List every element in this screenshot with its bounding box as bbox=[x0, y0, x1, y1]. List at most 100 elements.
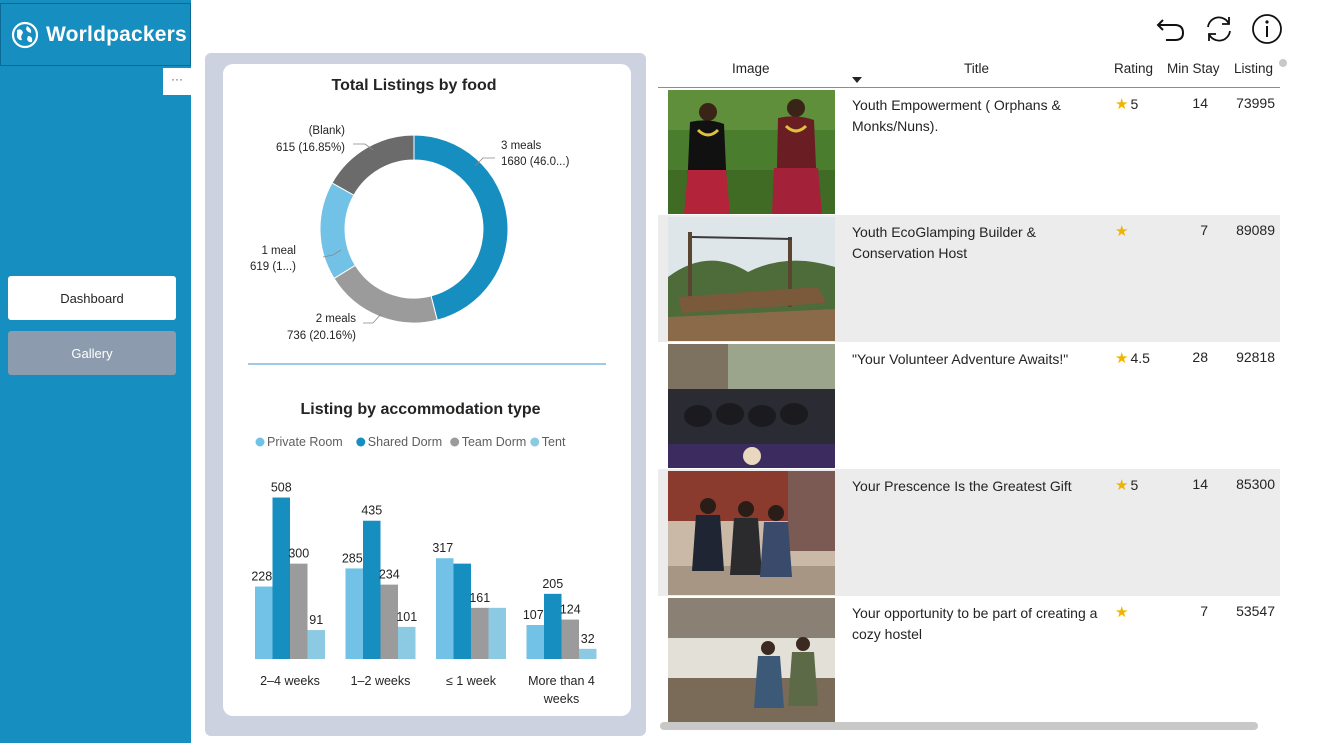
bar[interactable] bbox=[345, 568, 364, 659]
listing-id: 92818 bbox=[1236, 349, 1275, 365]
bar[interactable] bbox=[307, 630, 326, 659]
chart-divider bbox=[248, 363, 606, 365]
listing-min-stay: 14 bbox=[1192, 476, 1208, 492]
legend-marker[interactable] bbox=[530, 437, 540, 447]
slice-label-2-meals: 2 meals bbox=[316, 313, 357, 325]
listing-thumbnail[interactable] bbox=[668, 471, 835, 595]
bar-data-label: 435 bbox=[361, 504, 382, 518]
rating-value: 5 bbox=[1130, 477, 1139, 493]
app-logo: Worldpackers bbox=[0, 3, 191, 66]
bar-data-label: 107 bbox=[523, 608, 544, 622]
listing-thumbnail[interactable] bbox=[668, 344, 835, 468]
sidebar: Worldpackers ··· Dashboard Gallery bbox=[0, 0, 191, 743]
horizontal-scrollbar[interactable] bbox=[660, 722, 1258, 730]
sort-descending-icon[interactable] bbox=[852, 77, 862, 83]
legend-marker[interactable] bbox=[356, 437, 366, 447]
bar-data-label: 508 bbox=[271, 481, 292, 495]
bar-data-label: 234 bbox=[379, 568, 400, 582]
bar[interactable] bbox=[453, 563, 472, 659]
bar-data-label: 32 bbox=[581, 632, 595, 646]
listings-table: Image Title Rating Min Stay Listing bbox=[658, 55, 1280, 725]
donut-slice-3-meals[interactable] bbox=[413, 134, 509, 321]
listing-id: 89089 bbox=[1236, 222, 1275, 238]
column-header-min-stay[interactable]: Min Stay bbox=[1167, 61, 1220, 76]
star-icon: ★ bbox=[1115, 350, 1129, 367]
listing-id: 53547 bbox=[1236, 603, 1275, 619]
bar[interactable] bbox=[579, 648, 597, 659]
column-header-image[interactable]: Image bbox=[732, 61, 770, 76]
donut-slice-blank[interactable] bbox=[331, 134, 415, 196]
listing-rating: ★ 4.5 bbox=[1115, 349, 1150, 367]
column-header-listing[interactable]: Listing bbox=[1234, 61, 1274, 76]
bar-data-label: 317 bbox=[432, 541, 453, 555]
legend-label[interactable]: Tent bbox=[542, 435, 566, 449]
bar-data-label: 205 bbox=[542, 577, 563, 591]
vertical-scrollbar[interactable] bbox=[1279, 59, 1287, 67]
star-icon: ★ bbox=[1115, 96, 1129, 113]
bar[interactable] bbox=[380, 584, 399, 659]
table-row[interactable]: "Your Volunteer Adventure Awaits!" ★ 4.5… bbox=[658, 342, 1280, 469]
listing-rating: ★ 5 bbox=[1115, 95, 1138, 113]
bar[interactable] bbox=[488, 607, 507, 659]
table-row[interactable]: Youth EcoGlamping Builder & Conservation… bbox=[658, 215, 1280, 342]
listing-rating: ★ bbox=[1115, 603, 1130, 621]
listing-thumbnail[interactable] bbox=[668, 217, 835, 341]
slice-value-3-meals: 1680 (46.0...) bbox=[501, 156, 570, 168]
donut-chart-title: Total Listings by food bbox=[331, 77, 497, 94]
listing-rating: ★ bbox=[1115, 222, 1130, 240]
listing-title: Youth Empowerment ( Orphans & Monks/Nuns… bbox=[852, 97, 1061, 134]
refresh-icon[interactable] bbox=[1202, 12, 1236, 46]
table-row[interactable]: Your Prescence Is the Greatest Gift ★ 5 … bbox=[658, 469, 1280, 596]
table-row[interactable]: Your opportunity to be part of creating … bbox=[658, 596, 1280, 723]
category-label: weeks bbox=[543, 692, 579, 706]
bar[interactable] bbox=[471, 607, 489, 659]
dashboard-button[interactable]: Dashboard bbox=[8, 276, 176, 320]
listing-thumbnail[interactable] bbox=[668, 598, 835, 722]
info-icon[interactable] bbox=[1250, 12, 1284, 46]
bar[interactable] bbox=[561, 619, 580, 659]
slice-label-1-meal: 1 meal bbox=[261, 245, 296, 257]
table-header: Image Title Rating Min Stay Listing bbox=[658, 55, 1280, 88]
more-options-button[interactable]: ··· bbox=[163, 68, 191, 95]
bar-data-label: 101 bbox=[396, 610, 417, 624]
slice-label-blank: (Blank) bbox=[309, 125, 346, 137]
bar[interactable] bbox=[363, 520, 381, 659]
bar-data-label: 228 bbox=[251, 570, 272, 584]
star-icon: ★ bbox=[1115, 223, 1129, 240]
gallery-button[interactable]: Gallery bbox=[8, 331, 176, 375]
category-label: More than 4 bbox=[528, 674, 595, 688]
listing-min-stay: 28 bbox=[1192, 349, 1208, 365]
bar[interactable] bbox=[544, 593, 562, 659]
slice-value-blank: 615 (16.85%) bbox=[276, 142, 345, 154]
column-header-rating[interactable]: Rating bbox=[1114, 61, 1154, 76]
slice-value-1-meal: 619 (1...) bbox=[250, 261, 296, 273]
listing-min-stay: 7 bbox=[1200, 603, 1208, 619]
table-row[interactable]: Youth Empowerment ( Orphans & Monks/Nuns… bbox=[658, 88, 1280, 215]
donut-slice-1-meal[interactable] bbox=[319, 182, 356, 280]
legend-label[interactable]: Private Room bbox=[267, 435, 343, 449]
bar[interactable] bbox=[290, 563, 308, 659]
listing-rating: ★ 5 bbox=[1115, 476, 1138, 494]
listing-id: 85300 bbox=[1236, 476, 1275, 492]
food-donut-chart: 3 meals 1680 (46.0...) 2 meals 736 (20.1… bbox=[250, 125, 570, 342]
listing-title: Youth EcoGlamping Builder & Conservation… bbox=[852, 224, 1036, 261]
bar[interactable] bbox=[398, 626, 416, 659]
bar[interactable] bbox=[436, 558, 454, 659]
slice-value-2-meals: 736 (20.16%) bbox=[287, 330, 356, 342]
bar-chart-title: Listing by accommodation type bbox=[300, 401, 541, 418]
listing-thumbnail[interactable] bbox=[668, 90, 835, 214]
legend-marker[interactable] bbox=[450, 437, 460, 447]
bar[interactable] bbox=[272, 497, 291, 659]
listing-min-stay: 14 bbox=[1192, 95, 1208, 111]
legend-label[interactable]: Team Dorm bbox=[462, 435, 527, 449]
back-icon[interactable] bbox=[1154, 12, 1188, 46]
bar[interactable] bbox=[255, 586, 273, 659]
legend-label[interactable]: Shared Dorm bbox=[368, 435, 442, 449]
legend-marker[interactable] bbox=[255, 437, 265, 447]
bar[interactable] bbox=[526, 624, 545, 659]
star-icon: ★ bbox=[1115, 604, 1129, 621]
category-label: 1–2 weeks bbox=[351, 674, 411, 688]
bar-data-label: 124 bbox=[560, 603, 581, 617]
column-header-title[interactable]: Title bbox=[964, 61, 990, 76]
accommodation-bar-chart: Private Room Shared Dorm Team Dorm Tent 228… bbox=[251, 435, 597, 706]
